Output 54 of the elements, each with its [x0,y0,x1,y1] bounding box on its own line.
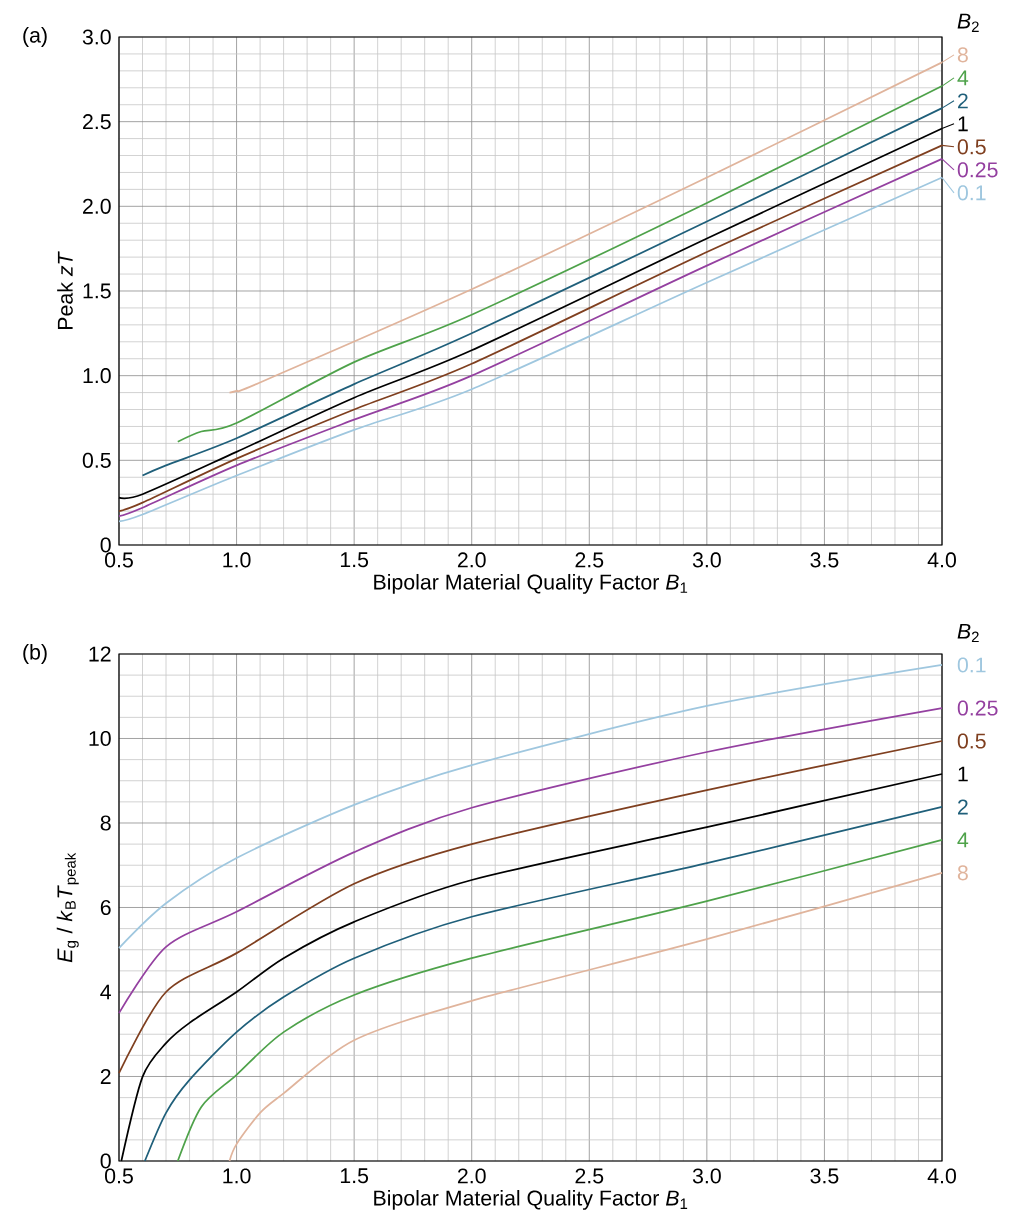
y-tick-label: 0.5 [82,452,111,468]
line-series [118,664,943,949]
y-tick-label: 1.5 [83,283,111,299]
x-tick-label: 1.0 [223,1168,251,1184]
x-tick-label: 4.0 [927,1168,956,1184]
legend-title: B$_{2}$ [957,623,979,643]
line-series [118,740,943,1074]
series-label: 0.25 [957,700,998,716]
x-axis-title: Bipolar Material Quality Factor B$_{1}$ [374,1189,688,1210]
series-label: 1 [958,766,968,782]
line-series [228,871,943,1162]
y-tick-label: 3.0 [82,29,111,45]
series-label: 0.1 [957,657,986,673]
x-tick-label: 4.0 [927,552,956,568]
series-label: 8 [957,865,968,881]
legend-label: 2 [958,93,968,109]
x-tick-label: 1.0 [223,552,251,568]
x-tick-label: 3.0 [692,552,721,568]
legend-label: 0.5 [957,139,986,155]
y-axis-title: Peak zT [57,251,73,329]
x-tick-label: 3.5 [810,1168,839,1184]
chart-title: (b) [23,644,47,664]
x-tick-label: 1.5 [340,1168,369,1184]
y-tick-label: 6 [100,899,111,916]
y-tick-label: 0 [100,537,111,553]
x-tick-label: 2.0 [457,1168,486,1184]
y-tick-label: 0 [100,1153,111,1169]
y-tick-label: 1.0 [83,368,111,384]
legend-label: 0.1 [957,185,986,201]
series-label: 4 [957,832,969,848]
x-tick-label: 2.5 [575,552,604,568]
legend-label: 0.25 [957,162,998,178]
series-label: 0.5 [957,733,986,749]
y-axis-title: E$_{g}$ / k$_{B}$T$_{peak}$ [56,852,79,963]
y-tick-label: 2 [100,1069,111,1084]
y-tick-label: 12 [89,646,111,662]
x-tick-label: 3.0 [692,1168,721,1184]
legend-label: 4 [957,70,969,86]
x-tick-label: 3.5 [810,552,839,568]
series-label: 2 [958,799,968,815]
y-tick-label: 4 [100,984,111,1000]
legend-label: 8 [957,47,968,63]
x-axis-title: Bipolar Material Quality Factor B$_{1}$ [374,573,688,594]
y-tick-label: 2.0 [83,198,111,214]
legend-label: 1 [958,116,968,132]
y-tick-label: 2.5 [83,114,111,130]
x-tick-label: 2.5 [575,1168,604,1184]
x-tick-label: 2.0 [457,552,486,568]
y-tick-label: 8 [100,815,111,831]
chart-title: (a) [23,27,47,47]
line-series [118,707,943,1014]
legend-title: B$_{2}$ [957,13,979,32]
y-tick-label: 10 [89,730,111,747]
x-tick-label: 1.5 [340,552,369,568]
